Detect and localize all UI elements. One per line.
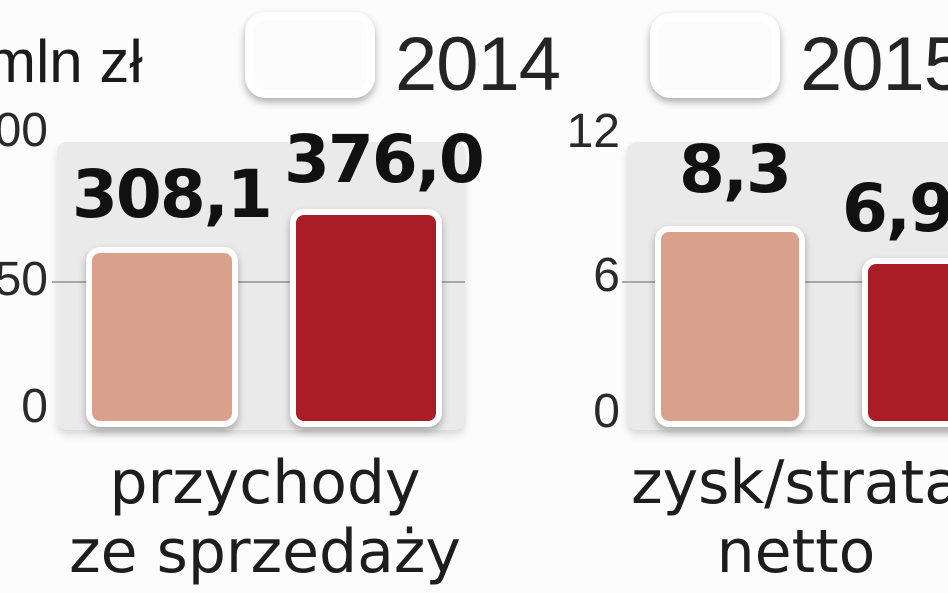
legend-swatch-2014 [245,12,375,98]
value-label-revenue-2015: 376,0 [284,121,485,198]
value-label-net-profit-2015: 6,9 [842,170,948,247]
value-label-net-profit-2014: 8,3 [679,131,792,208]
bar-net-profit-2014 [655,226,805,427]
value-label-revenue-2014: 308,1 [72,156,273,233]
bar-revenue-2014 [86,247,238,427]
category-label-net-profit-line1: zysk/strata [631,448,948,518]
category-label-revenue-line1: przychody [109,448,421,518]
category-label-net-profit-line2: netto [716,517,876,587]
y-tick-net-profit-12: 12 [566,105,620,158]
legend-label-2015: 2015 [800,22,948,107]
category-label-revenue: przychody ze sprzedaży [57,449,473,587]
y-tick-net-profit-0: 0 [593,385,620,438]
y-tick-revenue-500: 500 [0,104,48,157]
y-tick-net-profit-6: 6 [593,249,620,302]
gridline-revenue-250 [52,281,465,283]
y-tick-revenue-0: 0 [21,380,48,433]
y-tick-revenue-250: 250 [0,253,48,306]
category-label-net-profit: zysk/strata netto [596,449,948,587]
legend-swatch-2015 [650,13,780,98]
bar-net-profit-2015 [862,258,948,427]
bar-revenue-2015 [290,209,442,427]
legend-label-2014: 2014 [395,22,561,107]
category-label-revenue-line2: ze sprzedaży [69,517,461,587]
y-axis-unit-label: mln zł [0,28,143,95]
